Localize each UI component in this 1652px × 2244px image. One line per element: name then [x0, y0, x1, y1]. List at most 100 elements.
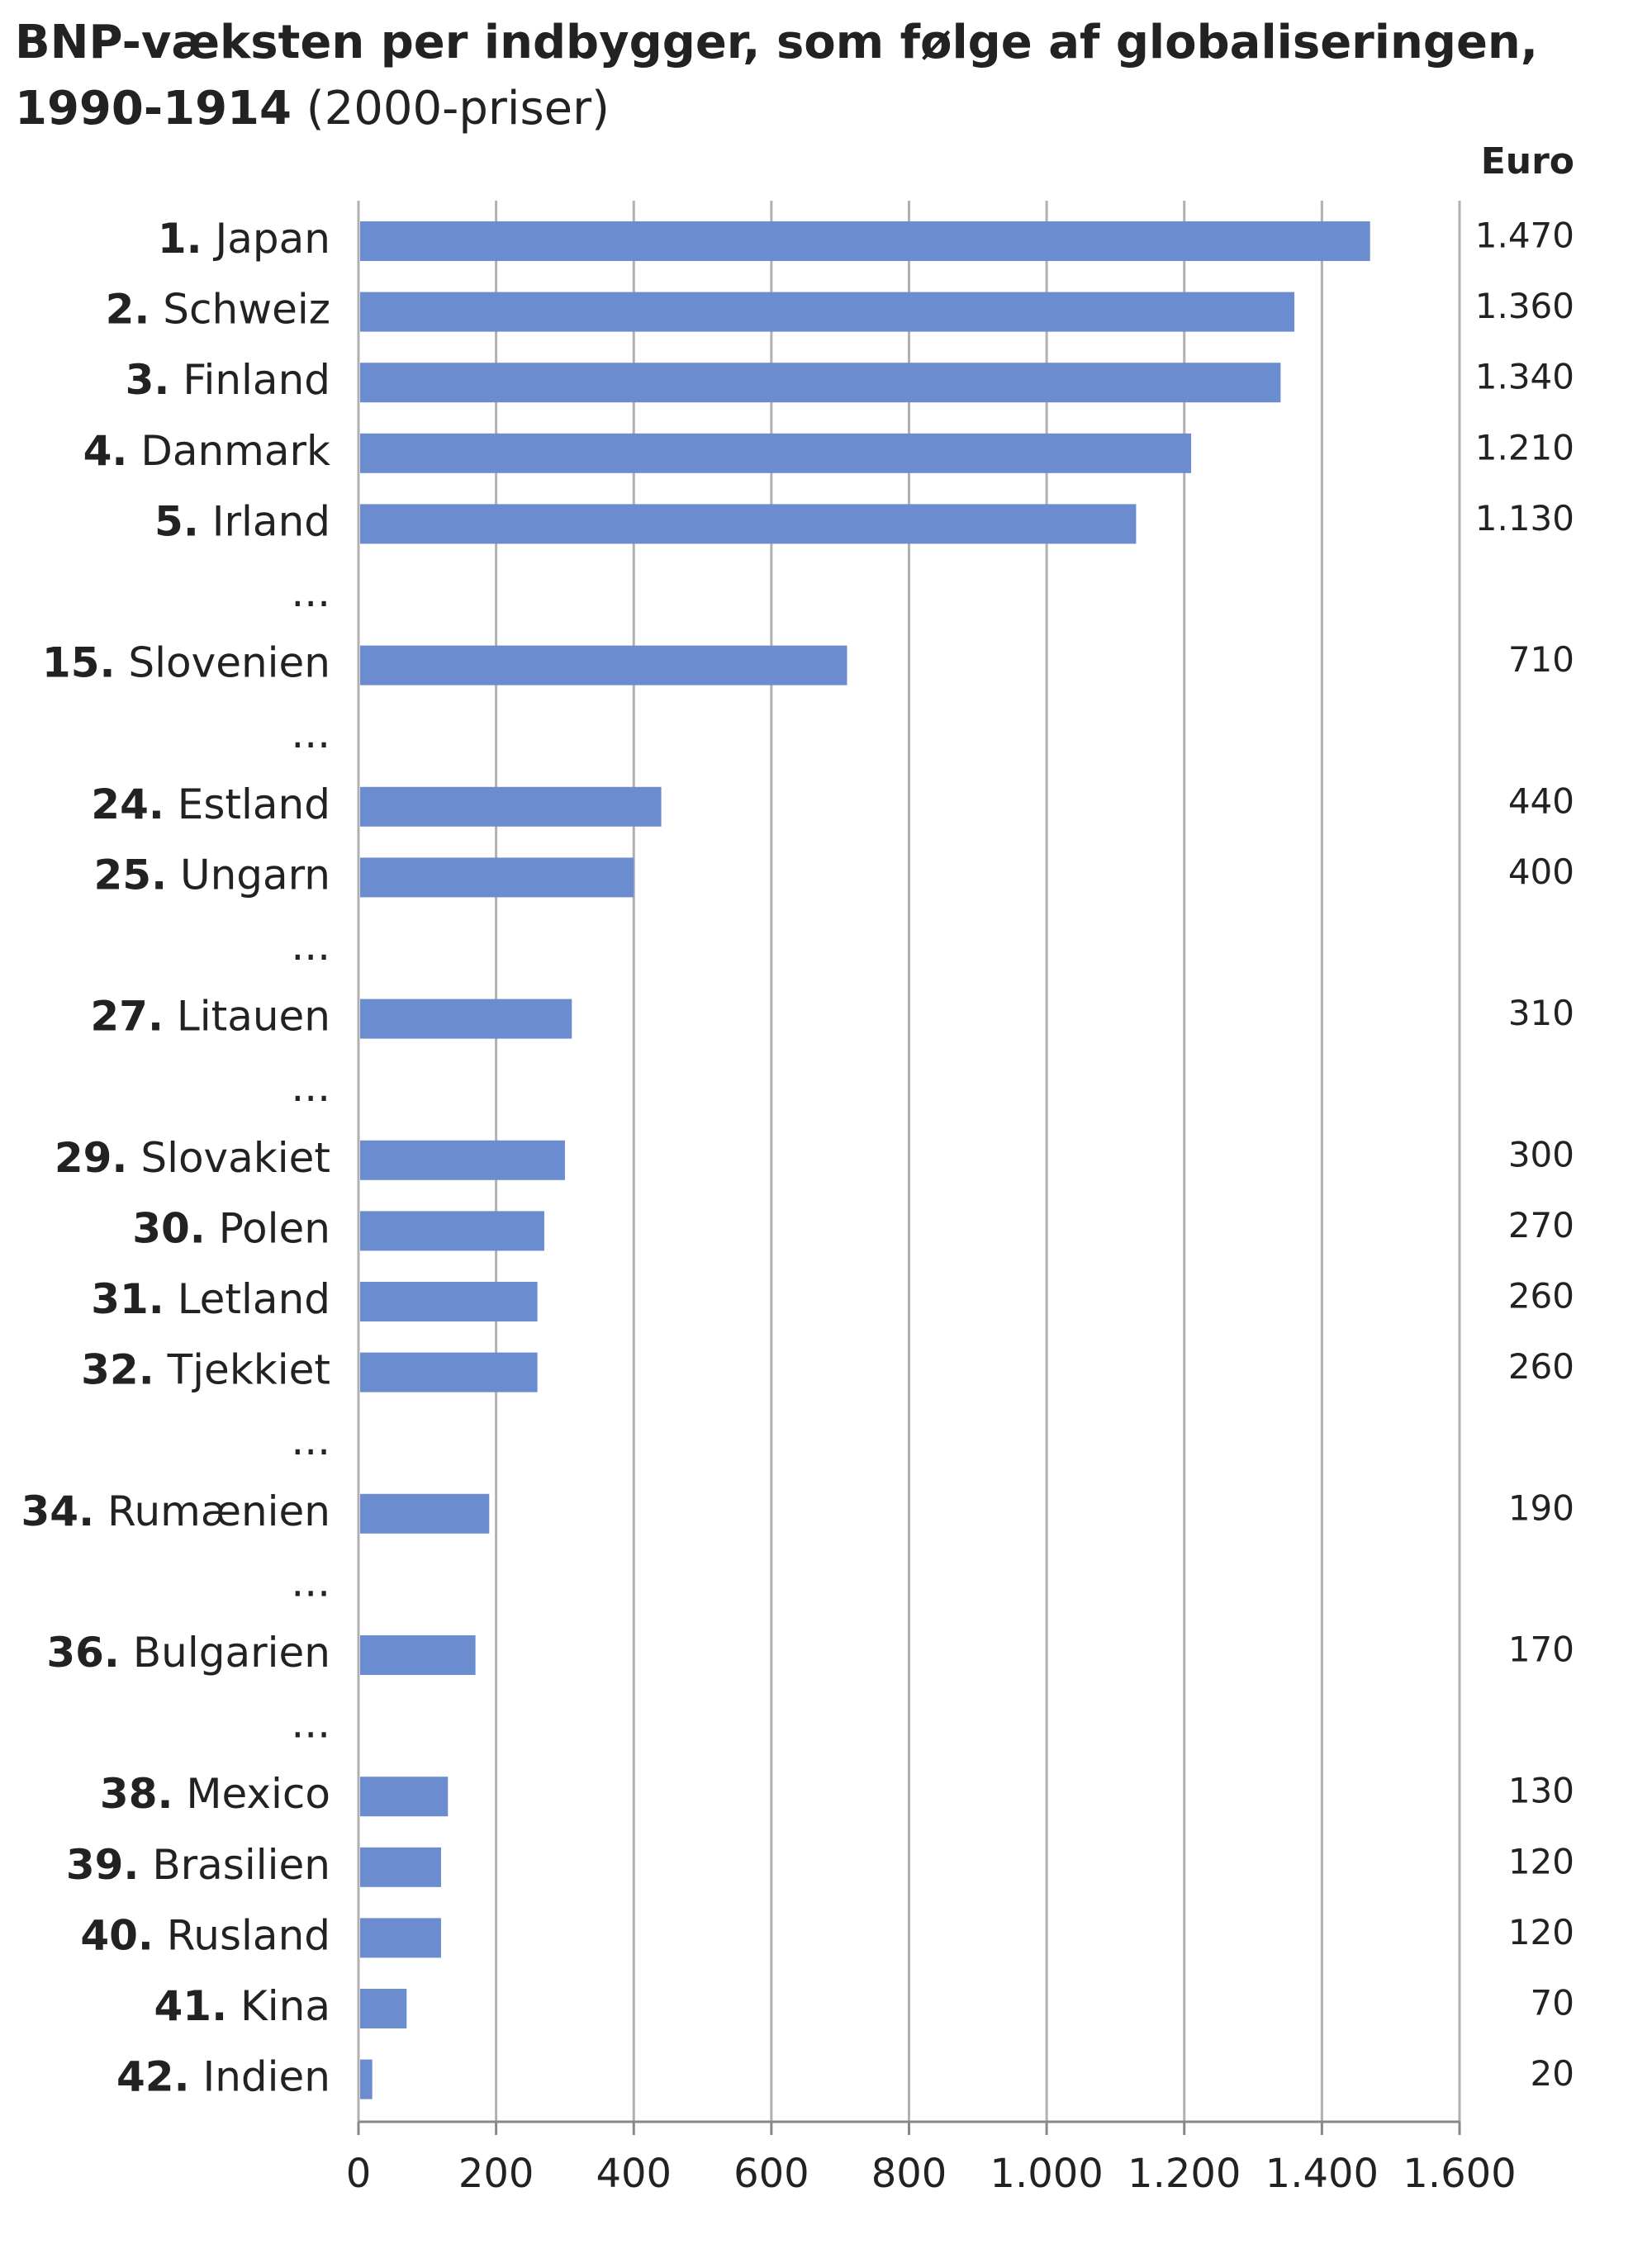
category-name: Ungarn [180, 851, 330, 899]
category-name: Danmark [140, 426, 330, 474]
category-name: Bulgarien [133, 1629, 330, 1677]
category-name: ... [291, 709, 330, 757]
value-label: 270 [1508, 1205, 1574, 1245]
category-name: ... [291, 922, 330, 970]
category-label: 41. Kina [154, 1982, 331, 2030]
category-label: 15. Slovenien [42, 638, 330, 686]
rank-label: 38. [100, 1770, 173, 1818]
category-label: 5. Irland [154, 497, 330, 545]
value-label: 130 [1508, 1771, 1574, 1811]
value-label: 1.470 [1475, 216, 1574, 256]
bar [360, 1352, 538, 1392]
chart-subtitle: (2000-priser) [306, 82, 610, 135]
value-label: 440 [1508, 780, 1574, 821]
category-label: 2. Schweiz [106, 285, 330, 333]
category-label: ... [291, 1699, 330, 1747]
category-name: Finland [183, 356, 330, 404]
category-label: ... [291, 568, 330, 616]
rank-label: 1. [158, 215, 202, 263]
category-name: ... [291, 568, 330, 616]
bar [360, 1989, 407, 2028]
value-label: 190 [1508, 1487, 1574, 1528]
bar [360, 999, 572, 1039]
category-name: ... [291, 1558, 330, 1606]
x-tick-label: 1.600 [1403, 2151, 1516, 2197]
category-label: 1. Japan [158, 215, 330, 263]
value-label: 120 [1508, 1912, 1574, 1952]
bar [360, 1493, 490, 1534]
rank-label: 5. [154, 497, 199, 545]
rank-label: 2. [106, 285, 150, 333]
rank-label: 39. [66, 1840, 140, 1888]
value-label: 1.130 [1475, 498, 1574, 538]
category-name: Estland [178, 780, 330, 828]
value-label: 710 [1508, 639, 1574, 680]
value-label: 260 [1508, 1276, 1574, 1317]
category-name: Litauen [177, 992, 330, 1040]
bar [360, 2059, 373, 2099]
x-tick-label: 1.000 [990, 2151, 1103, 2197]
category-label: ... [291, 709, 330, 757]
bar [360, 504, 1137, 544]
x-tick-label: 1.400 [1265, 2151, 1379, 2197]
bar [360, 786, 662, 827]
category-name: ... [291, 1699, 330, 1747]
rank-label: 42. [116, 2052, 190, 2100]
bar [360, 1777, 449, 1817]
category-name: Schweiz [163, 285, 330, 333]
chart-title: 1990-1914 [15, 82, 292, 135]
category-name: Brasilien [152, 1840, 330, 1888]
rank-label: 27. [90, 992, 164, 1040]
unit-label: Euro [1481, 140, 1574, 183]
category-name: Rusland [167, 1911, 330, 1959]
value-label: 310 [1508, 993, 1574, 1033]
category-name: Letland [178, 1275, 330, 1323]
category-label: 34. Rumænien [21, 1487, 330, 1535]
rank-label: 15. [42, 638, 116, 686]
category-label: 42. Indien [116, 2052, 330, 2100]
category-name: Tjekkiet [167, 1345, 330, 1393]
value-label: 70 [1531, 1983, 1574, 2023]
category-label: 40. Rusland [80, 1911, 330, 1959]
bar [360, 1211, 544, 1251]
rank-label: 31. [91, 1275, 164, 1323]
category-label: 3. Finland [126, 356, 330, 404]
category-label: 39. Brasilien [66, 1840, 330, 1888]
value-label: 300 [1508, 1134, 1574, 1174]
category-label: 36. Bulgarien [46, 1629, 330, 1677]
x-tick-label: 600 [733, 2151, 809, 2197]
category-label: 24. Estland [91, 780, 330, 828]
rank-label: 41. [154, 1982, 228, 2030]
rank-label: 29. [55, 1133, 128, 1181]
category-label: ... [291, 1063, 330, 1111]
rank-label: 30. [132, 1204, 206, 1252]
category-label: ... [291, 1416, 330, 1464]
rank-label: 4. [83, 426, 128, 474]
category-name: Rumænien [107, 1487, 330, 1535]
x-tick-label: 1.200 [1127, 2151, 1241, 2197]
category-label: 29. Slovakiet [55, 1133, 330, 1181]
bar [360, 433, 1192, 473]
rank-label: 24. [91, 780, 164, 828]
category-label: 38. Mexico [100, 1770, 330, 1818]
rank-label: 36. [46, 1629, 120, 1677]
value-label: 170 [1508, 1630, 1574, 1670]
bar [360, 857, 634, 898]
category-label: 32. Tjekkiet [81, 1345, 330, 1393]
x-tick-label: 200 [458, 2151, 534, 2197]
category-name: ... [291, 1063, 330, 1111]
value-label: 120 [1508, 1841, 1574, 1881]
bar [360, 1282, 538, 1321]
category-name: Irland [212, 497, 330, 545]
rank-label: 40. [80, 1911, 154, 1959]
bar [360, 1635, 476, 1675]
bar [360, 292, 1295, 332]
bar [360, 1918, 441, 1958]
bar [360, 363, 1281, 403]
rank-label: 25. [93, 851, 167, 899]
bar [360, 221, 1370, 261]
category-label: 31. Letland [91, 1275, 330, 1323]
rank-label: 34. [21, 1487, 94, 1535]
chart-title-line: 1990-1914 (2000-priser) [15, 82, 610, 135]
